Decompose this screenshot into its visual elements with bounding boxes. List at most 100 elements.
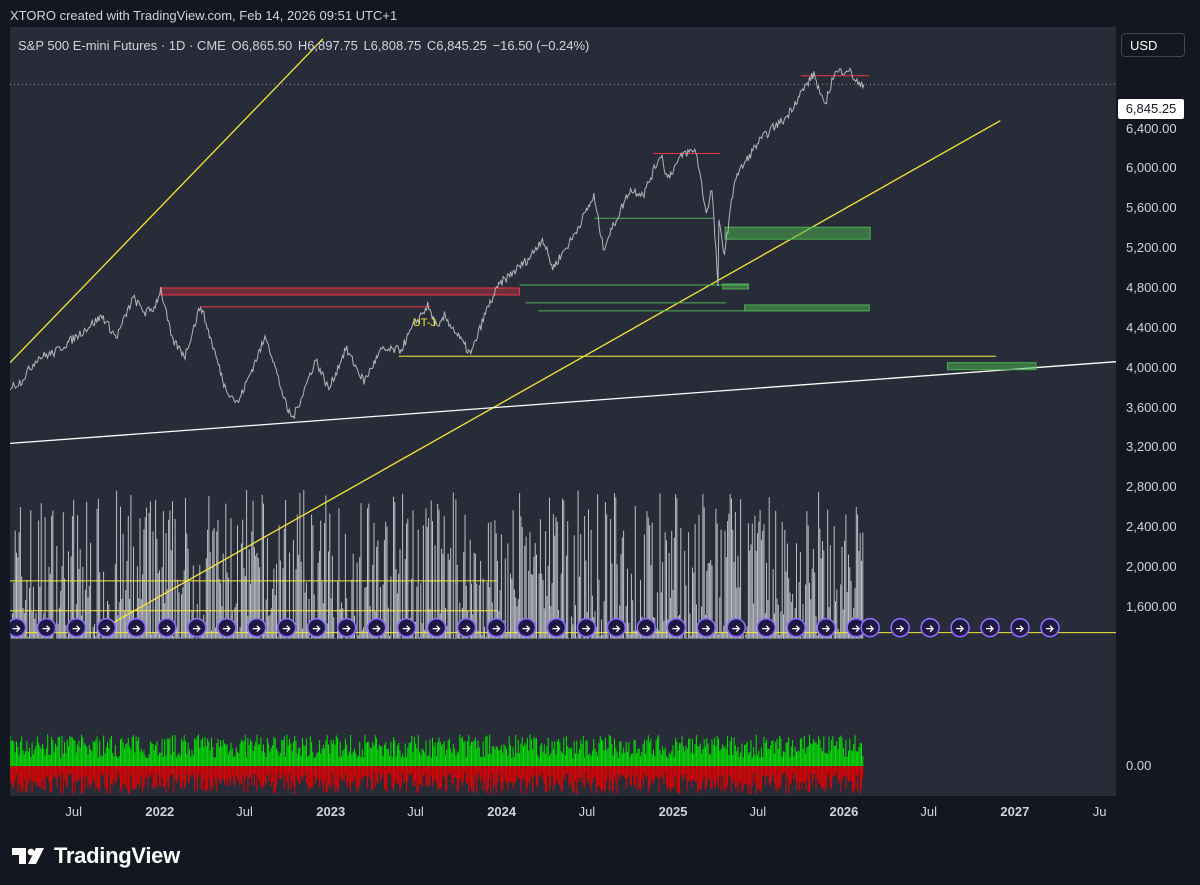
- marker-circle: [860, 617, 880, 638]
- time-tick-label: 2022: [145, 804, 175, 819]
- marker-circle: [187, 617, 207, 638]
- marker-arrow: [612, 625, 621, 633]
- marker-arrow: [672, 625, 681, 633]
- forward-arrow-icon: [546, 617, 567, 638]
- marker-circle: [1040, 617, 1060, 638]
- marker-arrow: [192, 625, 201, 633]
- marker-arrow: [282, 625, 291, 633]
- marker-arrow: [986, 625, 994, 633]
- forward-arrow-icon: [1010, 617, 1030, 638]
- marker-circle: [666, 617, 687, 638]
- forward-arrow-icon: [157, 617, 177, 638]
- volume-bars: [10, 490, 864, 639]
- symbol-legend: S&P 500 E-mini Futures · 1D · CME O6,865…: [18, 38, 589, 53]
- marker-arrow: [866, 625, 875, 633]
- forward-arrow-icon: [366, 617, 387, 638]
- tradingview-brand-text[interactable]: TradingView: [54, 843, 180, 868]
- marker-circle: [396, 617, 417, 638]
- marker-arrow: [312, 625, 321, 633]
- support-line-3: [10, 361, 1116, 445]
- forward-arrow-icon: [306, 617, 327, 638]
- forward-arrow-icon: [786, 617, 806, 638]
- marker-circle: [96, 617, 117, 638]
- legend-low-value: 6,808.75: [370, 38, 422, 53]
- forward-arrow-icon: [890, 617, 910, 638]
- marker-circle: [890, 617, 910, 638]
- legend-symbol[interactable]: S&P 500 E-mini Futures · 1D · CME: [18, 38, 226, 53]
- forward-arrow-icon: [576, 617, 597, 638]
- marker-arrow: [956, 625, 964, 633]
- zone-15: [744, 304, 870, 312]
- time-tick-label: 2024: [487, 804, 517, 819]
- legend-change-value: −16.50 (−0.24%): [492, 38, 590, 53]
- price-tick-label: 2,400.00: [1126, 519, 1177, 535]
- marker-arrow: [642, 625, 651, 633]
- forward-arrow-icon: [276, 617, 297, 638]
- time-tick-label: 2026: [829, 804, 859, 819]
- marker-arrow: [1016, 625, 1024, 633]
- marker-circle: [216, 617, 237, 638]
- time-tick-label: Jul: [749, 804, 767, 819]
- price-tick-label: 5,200.00: [1126, 240, 1177, 256]
- marker-circle: [486, 617, 507, 638]
- last-price-label: 6,845.25: [1118, 99, 1184, 119]
- price-tick-label: 5,600.00: [1126, 200, 1177, 216]
- delta-up-bars: [10, 734, 864, 767]
- marker-arrow: [732, 625, 741, 633]
- forward-arrow-icon: [426, 617, 447, 638]
- legend-open-label: O: [231, 38, 242, 53]
- currency-button[interactable]: USD: [1121, 33, 1185, 57]
- marker-arrow: [852, 625, 861, 633]
- forward-arrow-icon: [96, 617, 117, 638]
- marker-circle: [276, 617, 297, 638]
- marker-circle: [576, 617, 597, 638]
- marker-circle: [950, 617, 970, 638]
- forward-arrow-icon: [726, 617, 747, 638]
- channel-line-1: [10, 38, 324, 364]
- forward-arrow-icon: [126, 617, 147, 638]
- forward-arrow-icon: [336, 617, 357, 638]
- marker-circle: [306, 617, 327, 638]
- chart-plot-area[interactable]: [10, 27, 1116, 796]
- time-axis[interactable]: [10, 796, 1116, 824]
- marker-circle: [636, 617, 657, 638]
- time-tick-label: Jul: [407, 804, 424, 819]
- price-axis[interactable]: [1116, 27, 1200, 796]
- forward-arrow-icon: [816, 617, 836, 638]
- legend-high-value: 6,897.75: [307, 38, 358, 53]
- forward-arrow-icon: [666, 617, 687, 638]
- marker-circle: [1010, 617, 1030, 638]
- marker-arrow: [522, 625, 531, 633]
- legend-close-value: 6,845.25: [436, 38, 487, 53]
- marker-arrow: [492, 625, 501, 633]
- marker-circle: [336, 617, 357, 638]
- zone-14: [722, 283, 749, 290]
- marker-arrow: [762, 625, 771, 633]
- marker-circle: [246, 617, 267, 638]
- time-tick-label: Jul: [236, 804, 253, 819]
- forward-arrow-icon: [756, 617, 777, 638]
- marker-circle: [726, 617, 747, 638]
- marker-arrow: [222, 625, 231, 633]
- forward-arrow-icon: [396, 617, 417, 638]
- marker-circle: [546, 617, 567, 638]
- forward-arrow-icon: [846, 617, 866, 638]
- marker-arrow: [252, 625, 261, 633]
- chart-layers: UT-J: [10, 38, 1116, 794]
- time-tick-label: 2027: [1000, 804, 1030, 819]
- price-tick-label: 4,000.00: [1126, 359, 1177, 375]
- marker-arrow: [582, 625, 591, 633]
- forward-arrow-icon: [456, 617, 477, 638]
- marker-circle: [426, 617, 447, 638]
- price-series: [10, 67, 865, 419]
- marker-circle: [786, 617, 806, 638]
- legend-low-label: L: [363, 38, 371, 53]
- time-tick-label: 2025: [658, 804, 688, 819]
- time-tick-label: 2023: [316, 804, 346, 819]
- marker-arrow: [552, 625, 561, 633]
- tradingview-logo-icon: [12, 848, 44, 864]
- forward-arrow-icon: [1040, 617, 1060, 638]
- marker-circle: [66, 617, 87, 638]
- forward-arrow-icon: [860, 617, 880, 638]
